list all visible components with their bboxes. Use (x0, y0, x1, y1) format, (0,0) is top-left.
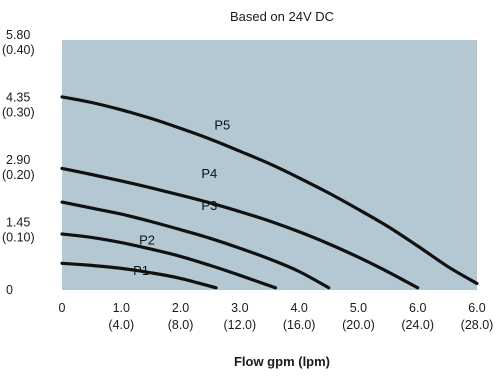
series-label-p2: P2 (139, 233, 155, 248)
curves-group (60, 95, 479, 290)
series-labels-group: P1 P2 P3 P4 P5 (133, 118, 230, 278)
x-tick-label: 6.0 (468, 301, 485, 315)
x-axis-label: Flow gpm (lpm) (234, 354, 330, 369)
x-axis: 0 1.0 (4.0) 2.0 (8.0) 3.0 (12.0) 4.0 (16.0) 5.0 (2… (59, 301, 494, 332)
y-tick-label: 4.35 (6, 91, 30, 105)
x-tick-sublabel: (12.0) (224, 318, 257, 332)
x-tick-label: 1.0 (113, 301, 130, 315)
y-tick-sublabel: (0.20) (2, 168, 35, 182)
y-tick-label: 2.90 (6, 153, 30, 167)
y-tick-label: 0 (6, 283, 13, 297)
series-label-p4: P4 (201, 166, 217, 181)
x-tick-label: 2.0 (172, 301, 189, 315)
curve-p5 (60, 95, 479, 286)
curve-p2 (60, 232, 277, 290)
x-tick-label: 4.0 (290, 301, 307, 315)
series-label-p3: P3 (201, 198, 217, 213)
x-tick-sublabel: (28.0) (461, 318, 494, 332)
series-label-p5: P5 (214, 118, 230, 133)
curve-p3 (60, 200, 331, 290)
y-tick-sublabel: (0.40) (2, 43, 35, 57)
x-tick-label: 0 (59, 301, 66, 315)
y-tick-label: 1.45 (6, 216, 30, 230)
x-tick-label: 5.0 (350, 301, 367, 315)
y-tick-sublabel: (0.30) (2, 106, 35, 120)
y-axis: 0 1.45(0.10) 2.90(0.20) 4.35(0.30) 5.80(0.40… (2, 28, 35, 297)
y-tick-sublabel: (0.10) (2, 231, 35, 245)
x-tick-label: 6.0 (409, 301, 426, 315)
curve-p4 (60, 166, 420, 290)
x-tick-sublabel: (20.0) (342, 318, 375, 332)
y-tick-label: 5.80 (6, 28, 30, 42)
chart-title: Based on 24V DC (230, 9, 334, 24)
x-tick-sublabel: (4.0) (108, 318, 134, 332)
x-tick-sublabel: (16.0) (283, 318, 316, 332)
x-tick-sublabel: (24.0) (401, 318, 434, 332)
curve-p1 (60, 261, 218, 290)
x-tick-label: 3.0 (231, 301, 248, 315)
series-label-p1: P1 (133, 263, 149, 278)
x-tick-sublabel: (8.0) (168, 318, 194, 332)
